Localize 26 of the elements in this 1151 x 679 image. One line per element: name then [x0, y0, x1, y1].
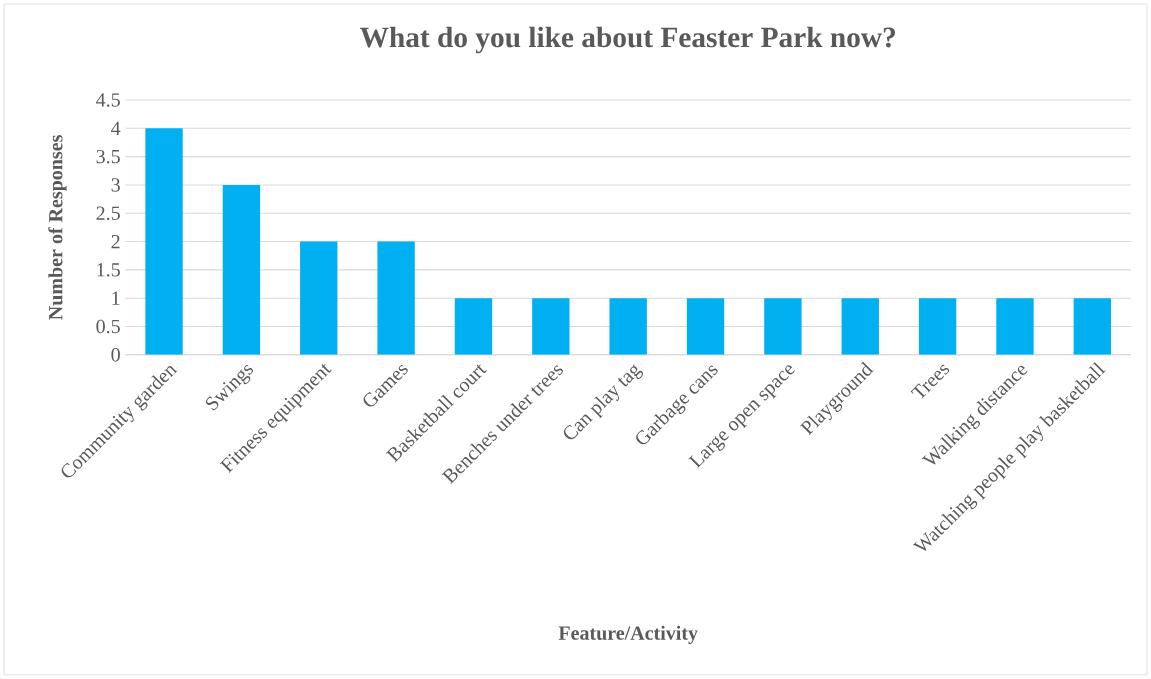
bar: [609, 298, 647, 355]
bar: [145, 128, 183, 355]
y-tick-label: 3.5: [96, 149, 120, 164]
bar: [996, 298, 1034, 355]
y-axis-title: Number of Responses: [48, 135, 67, 320]
y-tick-label: 4.5: [96, 93, 120, 107]
x-axis-title: Feature/Activity: [558, 625, 698, 644]
y-tick-label: 2: [111, 235, 120, 249]
y-tick-label: 2.5: [96, 206, 120, 221]
y-tick-label: 3: [111, 178, 120, 192]
bar: [686, 298, 725, 355]
bar: [532, 298, 570, 355]
bar: [764, 298, 802, 355]
bar: [377, 241, 415, 355]
bar: [918, 298, 957, 355]
y-tick-label: 1.5: [97, 263, 120, 277]
bar: [1073, 298, 1111, 355]
y-tick-label: 4: [111, 121, 121, 135]
bar: [222, 185, 261, 355]
bar: [300, 241, 338, 355]
bar: [454, 298, 493, 355]
y-tick-label: 1: [112, 291, 120, 305]
bar: [841, 298, 879, 355]
y-tick-label: 0: [111, 348, 120, 362]
y-tick-label: 0.5: [96, 319, 120, 334]
chart-title: What do you like about Feaster Park now?: [360, 26, 895, 54]
